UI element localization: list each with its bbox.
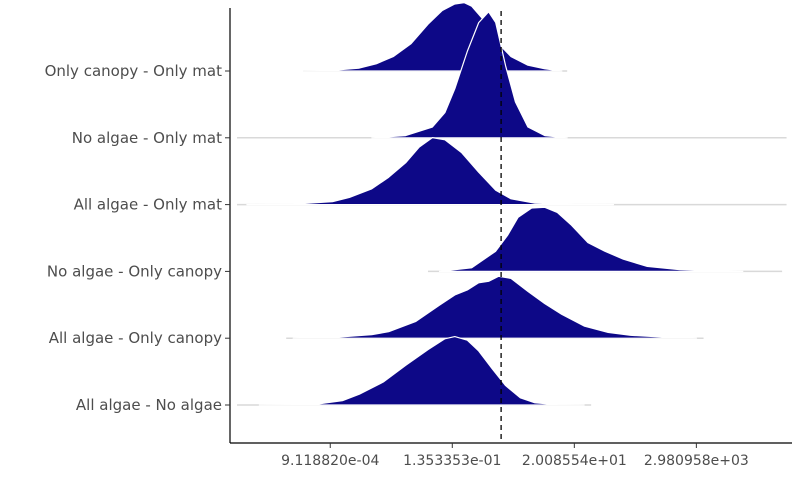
ridge-density [246,137,615,206]
ridge-density [258,336,585,406]
y-tick-label: All algae - Only canopy [49,329,222,347]
ridge-density [438,206,744,272]
x-tick-label: 2.008554e+01 [522,453,627,469]
ridge-density [302,2,563,72]
x-tick-label: 9.118820e-04 [281,453,379,469]
y-tick-label: No algae - Only mat [72,129,222,147]
x-tick-label: 2.980958e+03 [644,453,749,469]
ridge-density [292,275,698,339]
y-tick-label: All algae - No algae [76,396,222,414]
x-axis-ticks: 9.118820e-04 1.353353e-01 2.008554e+01 2.98… [281,443,749,469]
y-tick-label: Only canopy - Only mat [45,62,223,80]
ridges-layer [237,2,787,406]
y-tick-label: All algae - Only mat [74,196,223,214]
ridge-density [371,11,568,139]
y-axis-labels: Only canopy - Only mat No algae - Only ma… [45,62,230,414]
x-tick-label: 1.353353e-01 [403,453,501,469]
y-tick-label: No algae - Only canopy [47,262,222,280]
